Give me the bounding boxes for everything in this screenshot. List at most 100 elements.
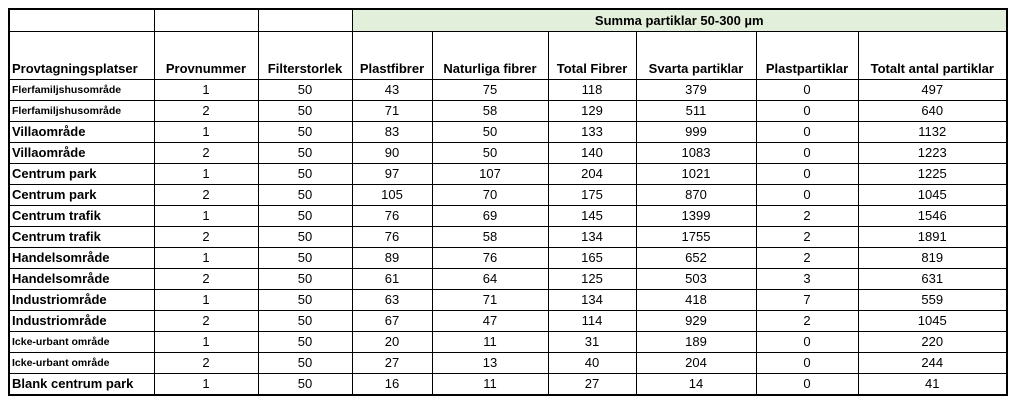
value-cell: 58 <box>431 226 549 248</box>
value-cell: 140 <box>547 142 637 164</box>
value-cell: 1891 <box>857 226 1008 248</box>
value-cell: 189 <box>635 331 757 353</box>
value-cell: 497 <box>857 79 1008 101</box>
empty-header-cell <box>153 8 259 32</box>
value-cell: 1083 <box>635 142 757 164</box>
table-row: Handelsområde 2 50 61 64 125 503 3 631 <box>8 268 1008 290</box>
value-cell: 50 <box>257 331 353 353</box>
place-cell: Centrum park <box>8 184 155 206</box>
value-cell: 50 <box>257 205 353 227</box>
column-header-naturliga-fibrer: Naturliga fibrer <box>431 31 549 80</box>
value-cell: 63 <box>351 289 433 311</box>
value-cell: 1 <box>153 247 259 269</box>
value-cell: 2 <box>153 100 259 122</box>
place-cell: Villaområde <box>8 121 155 143</box>
table-row: Flerfamiljshusområde 1 50 43 75 118 379 0 497 <box>8 79 1008 101</box>
value-cell: 0 <box>755 142 859 164</box>
value-cell: 640 <box>857 100 1008 122</box>
value-cell: 50 <box>257 163 353 185</box>
value-cell: 999 <box>635 121 757 143</box>
value-cell: 204 <box>547 163 637 185</box>
table-row: Industriområde 2 50 67 47 114 929 2 1045 <box>8 310 1008 332</box>
value-cell: 50 <box>257 79 353 101</box>
value-cell: 2 <box>153 184 259 206</box>
value-cell: 819 <box>857 247 1008 269</box>
value-cell: 0 <box>755 184 859 206</box>
value-cell: 50 <box>257 226 353 248</box>
value-cell: 511 <box>635 100 757 122</box>
value-cell: 1045 <box>857 310 1008 332</box>
value-cell: 50 <box>431 142 549 164</box>
value-cell: 2 <box>755 247 859 269</box>
place-cell: Handelsområde <box>8 247 155 269</box>
value-cell: 70 <box>431 184 549 206</box>
value-cell: 50 <box>257 184 353 206</box>
table-row: Icke-urbant område 1 50 20 11 31 189 0 220 <box>8 331 1008 353</box>
value-cell: 20 <box>351 331 433 353</box>
value-cell: 2 <box>153 352 259 374</box>
value-cell: 27 <box>351 352 433 374</box>
value-cell: 61 <box>351 268 433 290</box>
value-cell: 31 <box>547 331 637 353</box>
group-header-row: Summa partiklar 50-300 µm <box>8 8 1008 32</box>
empty-header-cell <box>257 8 353 32</box>
value-cell: 175 <box>547 184 637 206</box>
table-row: Blank centrum park 1 50 16 11 27 14 0 41 <box>8 373 1008 396</box>
table-row: Centrum park 1 50 97 107 204 1021 0 1225 <box>8 163 1008 185</box>
value-cell: 1755 <box>635 226 757 248</box>
value-cell: 1546 <box>857 205 1008 227</box>
value-cell: 107 <box>431 163 549 185</box>
value-cell: 97 <box>351 163 433 185</box>
value-cell: 114 <box>547 310 637 332</box>
value-cell: 2 <box>755 310 859 332</box>
value-cell: 1 <box>153 373 259 396</box>
value-cell: 503 <box>635 268 757 290</box>
value-cell: 1132 <box>857 121 1008 143</box>
value-cell: 50 <box>257 100 353 122</box>
value-cell: 50 <box>257 352 353 374</box>
column-header-place: Provtagningsplatser <box>8 31 155 80</box>
place-cell: Centrum trafik <box>8 205 155 227</box>
value-cell: 1 <box>153 289 259 311</box>
value-cell: 559 <box>857 289 1008 311</box>
value-cell: 0 <box>755 373 859 396</box>
value-cell: 2 <box>755 226 859 248</box>
table-row: Villaområde 2 50 90 50 140 1083 0 1223 <box>8 142 1008 164</box>
place-cell: Blank centrum park <box>8 373 155 396</box>
value-cell: 89 <box>351 247 433 269</box>
place-cell: Icke-urbant område <box>8 331 155 353</box>
value-cell: 11 <box>431 373 549 396</box>
value-cell: 1045 <box>857 184 1008 206</box>
value-cell: 165 <box>547 247 637 269</box>
value-cell: 118 <box>547 79 637 101</box>
value-cell: 90 <box>351 142 433 164</box>
table-row: Handelsområde 1 50 89 76 165 652 2 819 <box>8 247 1008 269</box>
value-cell: 204 <box>635 352 757 374</box>
value-cell: 0 <box>755 163 859 185</box>
value-cell: 16 <box>351 373 433 396</box>
value-cell: 133 <box>547 121 637 143</box>
value-cell: 870 <box>635 184 757 206</box>
value-cell: 2 <box>755 205 859 227</box>
value-cell: 1399 <box>635 205 757 227</box>
place-cell: Villaområde <box>8 142 155 164</box>
value-cell: 379 <box>635 79 757 101</box>
place-cell: Industriområde <box>8 310 155 332</box>
value-cell: 47 <box>431 310 549 332</box>
value-cell: 71 <box>351 100 433 122</box>
column-header-plastpartiklar: Plastpartiklar <box>755 31 859 80</box>
value-cell: 2 <box>153 226 259 248</box>
place-cell: Flerfamiljshusområde <box>8 79 155 101</box>
value-cell: 75 <box>431 79 549 101</box>
value-cell: 64 <box>431 268 549 290</box>
group-header: Summa partiklar 50-300 µm <box>351 8 1008 32</box>
value-cell: 76 <box>351 205 433 227</box>
value-cell: 76 <box>351 226 433 248</box>
value-cell: 1 <box>153 163 259 185</box>
value-cell: 71 <box>431 289 549 311</box>
value-cell: 0 <box>755 100 859 122</box>
value-cell: 418 <box>635 289 757 311</box>
value-cell: 0 <box>755 331 859 353</box>
value-cell: 220 <box>857 331 1008 353</box>
value-cell: 50 <box>257 289 353 311</box>
